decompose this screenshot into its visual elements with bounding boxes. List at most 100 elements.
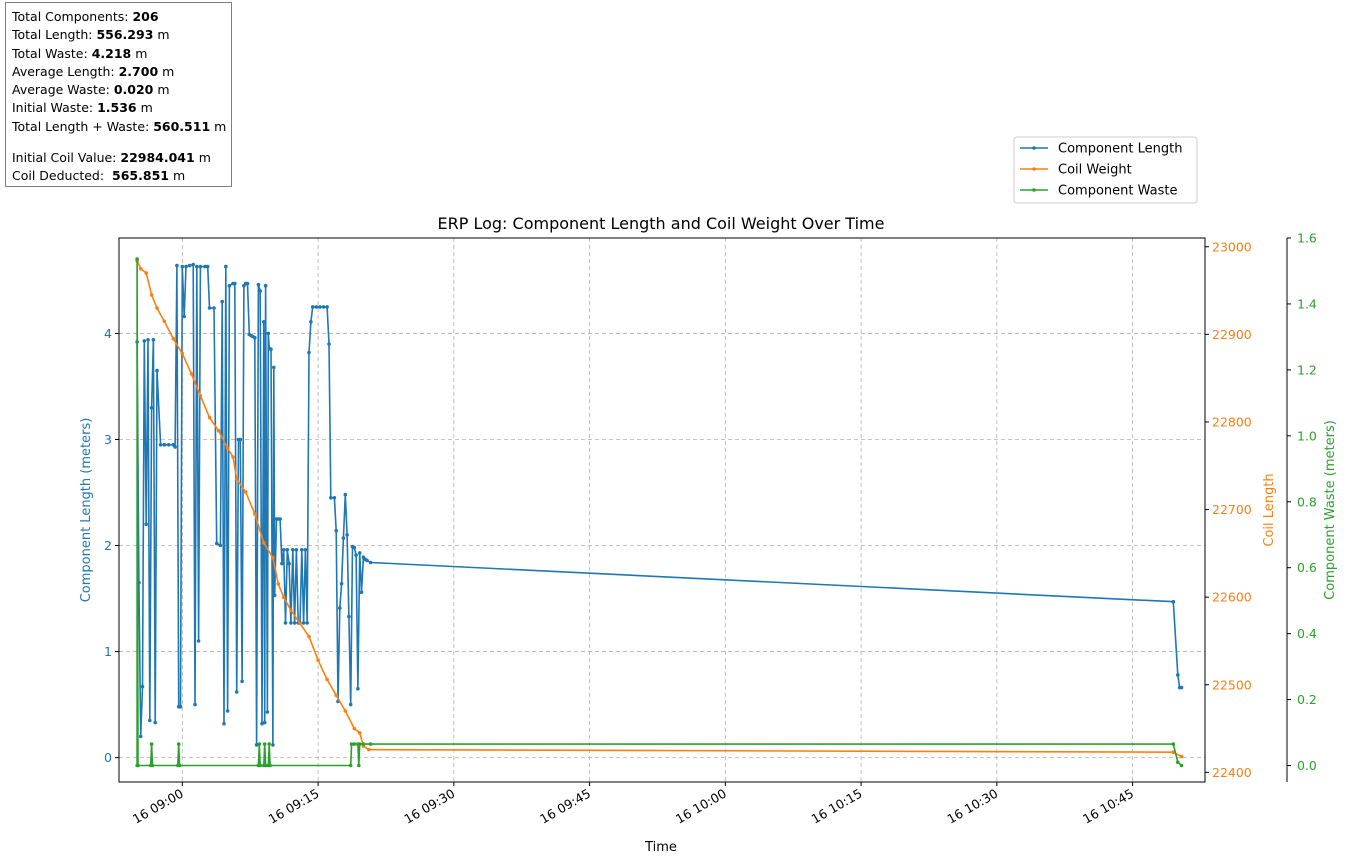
y-right-label: Coil Length xyxy=(1262,473,1277,546)
data-point xyxy=(1176,760,1180,764)
data-point xyxy=(329,496,333,500)
data-point xyxy=(196,639,201,643)
data-point xyxy=(243,490,248,494)
data-point xyxy=(357,731,362,735)
data-point xyxy=(268,763,272,768)
y-right-tick-label: 22400 xyxy=(1212,765,1252,780)
data-point xyxy=(224,264,228,269)
data-point xyxy=(167,443,171,447)
data-point xyxy=(262,541,266,545)
data-point xyxy=(225,709,230,713)
data-point xyxy=(216,428,221,433)
y-left-label: Component Length (meters) xyxy=(79,418,94,603)
data-point xyxy=(357,763,361,768)
data-point xyxy=(354,553,358,557)
data-point xyxy=(198,393,203,398)
y-right-tick-label: 22900 xyxy=(1212,327,1252,342)
series-line-component-length xyxy=(136,263,1182,745)
data-point xyxy=(365,558,369,563)
data-point xyxy=(162,319,167,324)
data-point xyxy=(254,743,259,747)
data-point xyxy=(283,621,288,625)
data-point xyxy=(309,320,313,324)
data-point xyxy=(191,262,195,267)
y-left-tick-label: 3 xyxy=(104,432,112,447)
x-tick-label: 16 10:30 xyxy=(944,786,1000,827)
data-point xyxy=(1179,754,1184,759)
data-point xyxy=(171,336,176,341)
data-point xyxy=(136,763,140,768)
data-point xyxy=(267,742,272,746)
data-point xyxy=(1179,763,1184,768)
data-point xyxy=(343,709,348,713)
data-point xyxy=(144,522,148,527)
data-point xyxy=(263,283,268,288)
data-point xyxy=(294,548,299,552)
data-point xyxy=(332,496,337,500)
data-point xyxy=(307,634,311,639)
legend-label-component-length: Component Length xyxy=(1058,142,1182,157)
data-point xyxy=(271,743,275,747)
data-point xyxy=(225,446,230,451)
data-point xyxy=(175,263,179,268)
data-point xyxy=(1176,673,1180,677)
data-point xyxy=(307,350,311,355)
data-point xyxy=(207,415,212,420)
data-point xyxy=(138,734,143,739)
stat-initial-waste: Initial Waste: 1.536 m xyxy=(12,100,153,116)
series-layer xyxy=(135,257,1184,768)
data-point xyxy=(298,621,302,626)
legend-marker xyxy=(1032,167,1036,171)
data-point xyxy=(198,264,203,269)
y-right-tick-label: 22800 xyxy=(1212,414,1252,429)
data-point xyxy=(155,368,159,373)
stat-total-components: Total Components: 206 xyxy=(12,9,159,24)
data-point xyxy=(314,305,319,309)
legend-frame xyxy=(1013,136,1198,204)
stat-average-length: Average Length: 2.700 m xyxy=(12,63,175,79)
data-point xyxy=(262,320,266,324)
y-right2-tick-label: 1.0 xyxy=(1297,428,1317,443)
data-point xyxy=(205,264,210,269)
y-left-tick-label: 1 xyxy=(104,644,112,659)
y-left-tick-label: 4 xyxy=(104,326,112,341)
data-point xyxy=(227,283,232,288)
axes: 16 09:00 16 09:15 16 09:30 16 09:45 16 10:00… xyxy=(104,231,1317,827)
y-right2-tick-label: 0.0 xyxy=(1297,758,1317,773)
data-point xyxy=(207,306,212,310)
plot-frame xyxy=(118,237,1206,783)
data-point xyxy=(253,335,257,340)
data-point xyxy=(149,742,154,746)
data-point xyxy=(325,677,329,682)
data-point xyxy=(158,443,163,447)
data-point xyxy=(338,606,342,610)
data-point xyxy=(357,742,362,746)
data-point xyxy=(1171,742,1176,746)
data-point xyxy=(347,614,351,619)
data-point xyxy=(245,281,250,286)
x-axis-label: Time xyxy=(644,840,677,855)
x-tick-label: 16 10:15 xyxy=(809,786,865,827)
data-point xyxy=(272,365,276,370)
data-point xyxy=(231,455,235,459)
data-point xyxy=(321,305,326,309)
data-point xyxy=(1179,685,1184,690)
data-point xyxy=(178,704,183,709)
data-point xyxy=(149,405,154,410)
stat-coil-deducted: Coil Deducted: 565.851 m xyxy=(12,168,186,184)
data-point xyxy=(180,351,185,356)
data-point xyxy=(348,763,353,768)
y-right-tick-label: 22500 xyxy=(1212,677,1252,692)
data-point xyxy=(305,621,310,625)
data-point xyxy=(367,747,371,752)
y-right-tick-label: 23000 xyxy=(1212,239,1252,254)
x-tick-label: 16 09:30 xyxy=(401,786,457,827)
data-point xyxy=(325,305,329,309)
data-point xyxy=(212,306,216,310)
stat-average-waste: Average Waste: 0.020 m xyxy=(12,82,170,98)
data-point xyxy=(356,686,360,691)
data-point xyxy=(281,595,286,599)
data-point xyxy=(203,264,207,269)
data-point xyxy=(258,763,263,768)
